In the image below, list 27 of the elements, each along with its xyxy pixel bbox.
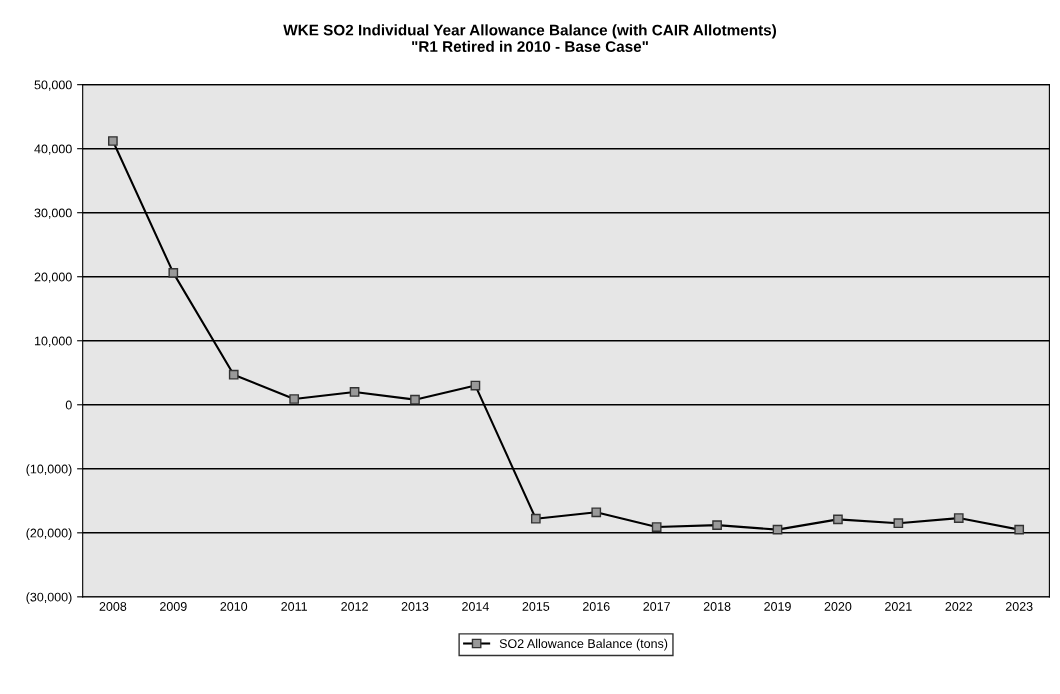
y-tick-label: 40,000 — [34, 144, 72, 155]
x-tick-label: 2014 — [462, 602, 489, 611]
x-tick-label: 2016 — [582, 602, 610, 611]
x-tick-label: 2009 — [160, 602, 187, 611]
chart-title: WKE SO2 Individual Year Allowance Balance (with CAIR Allotments) "R1 Retired in 2010 - Base Case" — [283, 24, 777, 52]
x-tick-label: 2019 — [764, 602, 791, 611]
x-tick-label: 2023 — [1005, 602, 1033, 611]
x-tick-label: 2011 — [281, 602, 307, 611]
x-tick-label: 2015 — [522, 602, 550, 611]
x-tick-label: 2020 — [824, 602, 852, 611]
x-tick-label: 2013 — [401, 602, 429, 611]
y-tick-label: (30,000) — [26, 592, 72, 604]
y-tick-label: (10,000) — [26, 464, 72, 476]
legend-label: SO2 Allowance Balance (tons) — [499, 638, 668, 651]
y-tick-label: 30,000 — [34, 208, 72, 219]
y-tick-label: 50,000 — [34, 80, 72, 91]
x-tick-label: 2008 — [99, 602, 127, 611]
x-tick-label: 2017 — [643, 602, 670, 611]
x-tick-label: 2010 — [220, 602, 248, 611]
x-tick-label: 2022 — [945, 602, 973, 611]
y-tick-label: 10,000 — [34, 336, 72, 347]
x-tick-label: 2012 — [341, 602, 368, 611]
y-tick-label: (20,000) — [26, 528, 72, 540]
x-tick-label: 2021 — [885, 602, 912, 611]
y-tick-label: 20,000 — [34, 272, 72, 283]
x-tick-label: 2018 — [703, 602, 731, 611]
y-tick-label: 0 — [65, 400, 72, 410]
